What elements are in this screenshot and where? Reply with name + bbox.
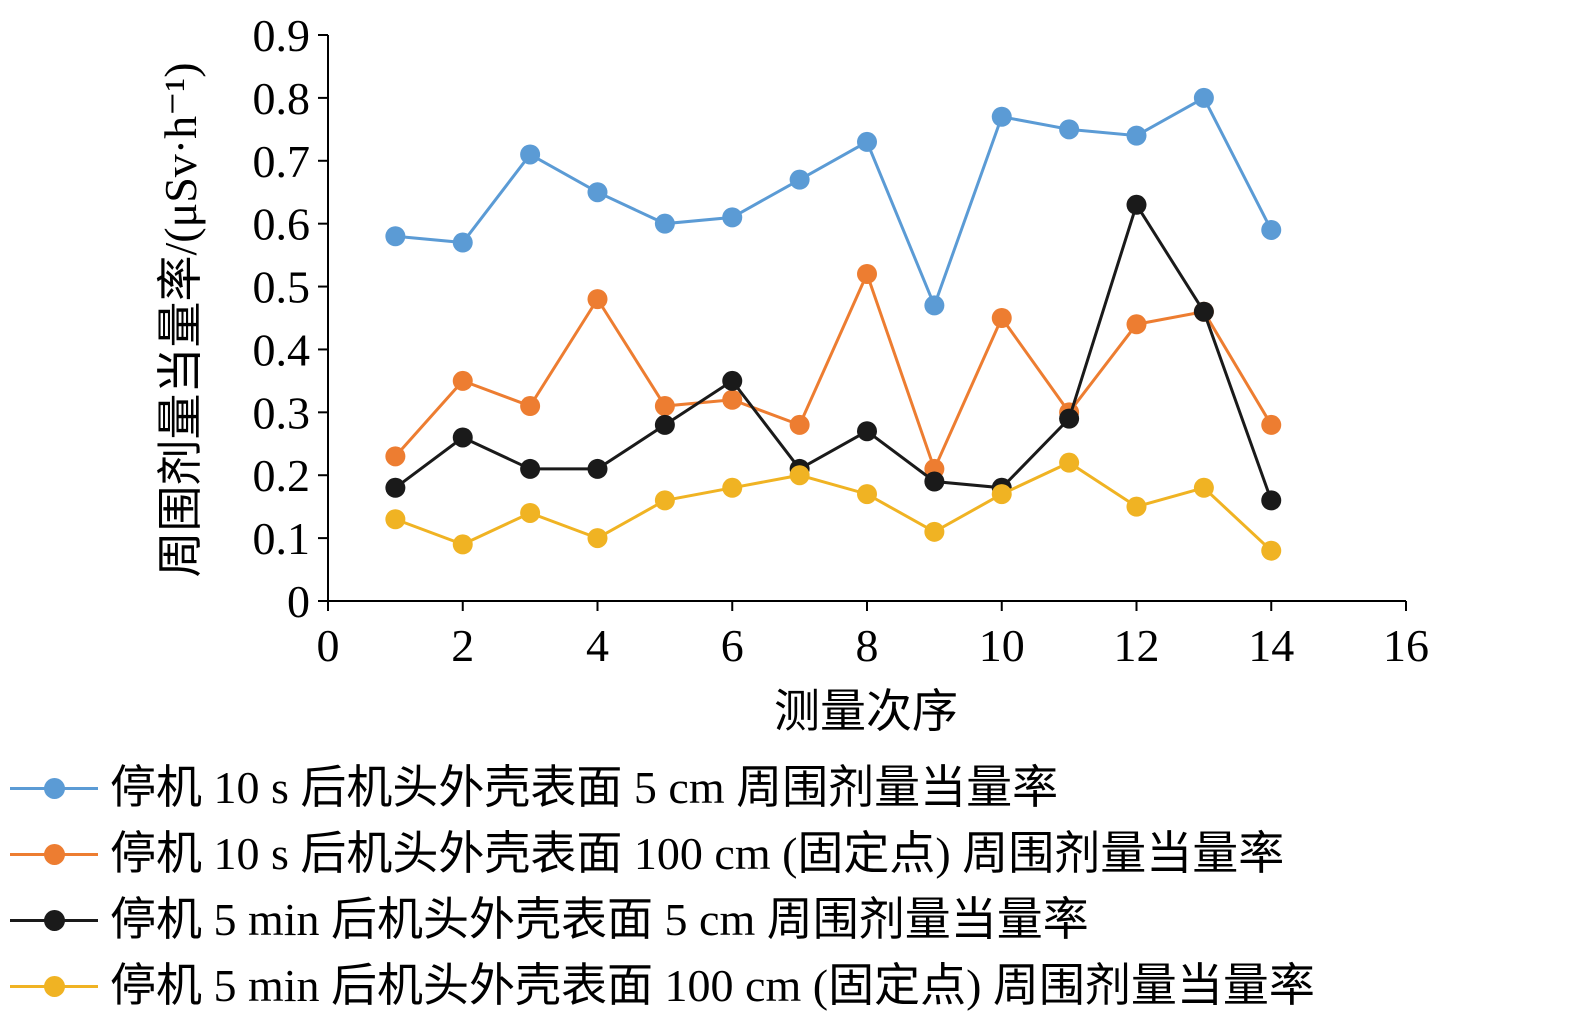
x-tick-label: 4 — [586, 620, 609, 671]
data-point — [587, 289, 608, 310]
legend-label: 停机 5 min 后机头外壳表面 100 cm (固定点) 周围剂量当量率 — [110, 960, 1315, 1011]
y-tick-label: 0.3 — [253, 387, 311, 438]
data-point — [857, 263, 877, 284]
data-point — [991, 484, 1012, 505]
data-point — [789, 169, 810, 190]
data-point — [452, 534, 473, 555]
data-point — [654, 396, 675, 417]
data-point — [789, 465, 810, 486]
line-chart: 0 2 4 6 8 10 12 14 16 0 0.1 0.2 0.3 0.4 0.5 0.6 0.7 0.8 0.… — [155, 10, 1429, 737]
data-point — [385, 477, 406, 498]
data-point — [1126, 496, 1147, 517]
y-tick-label: 0.4 — [253, 324, 311, 375]
data-point — [857, 421, 877, 442]
data-point — [1261, 490, 1282, 511]
legend-marker — [44, 976, 65, 997]
data-point — [722, 389, 743, 410]
x-tick-label: 0 — [317, 620, 340, 671]
legend-label: 停机 5 min 后机头外壳表面 5 cm 周围剂量当量率 — [110, 894, 1089, 945]
y-tick-label: 0 — [287, 576, 310, 627]
series-line-4 — [394, 460, 1273, 552]
y-tick-label: 0.8 — [253, 73, 311, 124]
data-point — [789, 414, 810, 435]
y-tick-label: 0.1 — [253, 513, 311, 564]
series-line-2 — [394, 269, 1273, 474]
data-point — [1126, 194, 1147, 215]
data-point — [857, 484, 877, 505]
x-tick-label: 16 — [1383, 620, 1429, 671]
x-tick-label: 6 — [721, 620, 744, 671]
legend-marker — [44, 778, 65, 799]
data-point — [520, 144, 541, 165]
data-point — [385, 509, 406, 530]
data-point — [1059, 452, 1080, 473]
data-point — [857, 131, 877, 152]
data-point — [587, 182, 608, 203]
data-point — [1193, 87, 1214, 108]
legend-label: 停机 10 s 后机头外壳表面 100 cm (固定点) 周围剂量当量率 — [110, 828, 1285, 879]
data-point — [924, 521, 945, 542]
legend-marker — [44, 910, 65, 931]
legend-item-4: 停机 5 min 后机头外壳表面 100 cm (固定点) 周围剂量当量率 — [10, 953, 1315, 1019]
data-point — [452, 370, 473, 391]
data-point — [1059, 119, 1080, 140]
data-point — [991, 308, 1012, 328]
data-point — [654, 490, 675, 511]
data-point — [722, 477, 743, 498]
x-tick-label: 2 — [451, 620, 474, 671]
data-point — [924, 471, 945, 492]
y-tick-label: 0.9 — [253, 10, 311, 61]
legend-marker — [44, 844, 65, 865]
x-tick-label: 14 — [1248, 620, 1294, 671]
legend-label: 停机 10 s 后机头外壳表面 5 cm 周围剂量当量率 — [110, 762, 1059, 813]
data-point — [654, 213, 675, 234]
data-point — [520, 458, 541, 479]
legend-item-3: 停机 5 min 后机头外壳表面 5 cm 周围剂量当量率 — [10, 887, 1315, 953]
data-point — [722, 370, 743, 391]
legend-swatch — [10, 966, 98, 1006]
legend: 停机 10 s 后机头外壳表面 5 cm 周围剂量当量率停机 10 s 后机头外… — [10, 755, 1315, 1019]
data-point — [587, 528, 608, 549]
data-point — [1193, 477, 1214, 498]
data-point — [991, 106, 1012, 127]
y-axis-title: 周围剂量当量率/(μSv·h⁻¹) — [155, 62, 206, 577]
data-point — [1261, 219, 1282, 240]
data-point — [1193, 301, 1214, 322]
data-point — [520, 502, 541, 523]
data-point — [587, 458, 608, 479]
series-line-1 — [395, 95, 1273, 310]
legend-swatch — [10, 900, 98, 940]
data-point — [1261, 414, 1282, 435]
series-line-3 — [394, 201, 1273, 501]
data-point — [722, 207, 743, 228]
data-point — [924, 295, 945, 316]
data-point — [520, 396, 541, 417]
data-point — [385, 226, 406, 247]
y-tick-label: 0.6 — [253, 199, 311, 250]
legend-swatch — [10, 768, 98, 808]
y-tick-label: 0.7 — [253, 136, 311, 187]
x-tick-label: 10 — [979, 620, 1025, 671]
x-tick-label: 8 — [856, 620, 879, 671]
legend-item-1: 停机 10 s 后机头外壳表面 5 cm 周围剂量当量率 — [10, 755, 1315, 821]
data-point — [654, 414, 675, 435]
y-tick-label: 0.2 — [253, 450, 311, 501]
legend-item-2: 停机 10 s 后机头外壳表面 100 cm (固定点) 周围剂量当量率 — [10, 821, 1315, 887]
legend-swatch — [10, 834, 98, 874]
data-point — [385, 446, 406, 467]
data-point — [1261, 540, 1282, 561]
data-point — [1126, 314, 1147, 335]
x-tick-label: 12 — [1114, 620, 1160, 671]
data-point — [452, 427, 473, 448]
y-tick-label: 0.5 — [253, 262, 311, 313]
x-axis-title: 测量次序 — [774, 686, 958, 737]
data-point — [452, 232, 473, 253]
data-point — [1126, 125, 1147, 146]
data-point — [1059, 408, 1080, 429]
